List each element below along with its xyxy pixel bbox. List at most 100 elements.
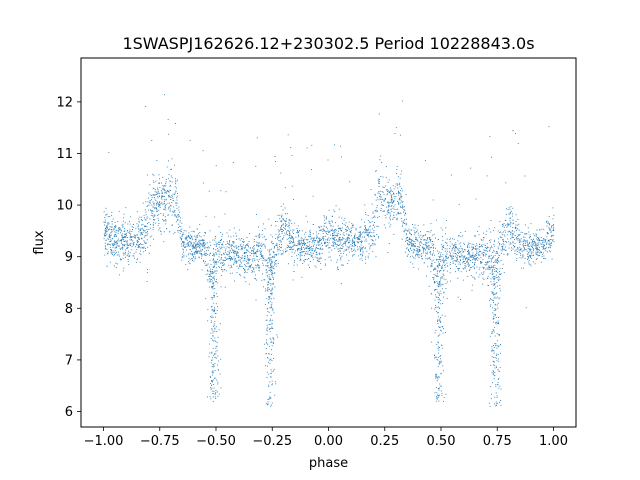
data-point (364, 204, 366, 206)
data-point (441, 326, 443, 327)
data-point (188, 262, 190, 264)
data-point (220, 262, 221, 264)
data-point (444, 315, 446, 317)
data-point (393, 212, 395, 214)
data-point (201, 254, 203, 256)
data-point (367, 234, 369, 235)
data-point (539, 246, 540, 248)
data-point (491, 332, 493, 334)
data-point (127, 258, 129, 260)
data-point (215, 262, 217, 264)
data-point (438, 292, 440, 294)
data-point (331, 234, 333, 236)
data-point (214, 261, 216, 263)
data-point (255, 264, 257, 266)
data-point (475, 245, 477, 247)
data-point (213, 282, 215, 284)
data-point (258, 258, 260, 260)
data-point (303, 251, 305, 252)
data-point (210, 264, 212, 265)
data-point (271, 271, 273, 273)
data-point (229, 250, 231, 252)
data-point (442, 365, 444, 367)
data-point (283, 235, 285, 237)
data-point (126, 237, 128, 239)
data-point (377, 179, 379, 181)
data-point (336, 235, 337, 237)
data-point (207, 246, 209, 248)
data-point (111, 223, 113, 225)
data-point (104, 235, 106, 236)
data-point (393, 208, 395, 210)
data-point (135, 235, 137, 237)
data-point (213, 379, 215, 381)
data-point (498, 387, 500, 389)
data-point (269, 276, 271, 278)
data-point (500, 249, 502, 251)
data-point (288, 220, 290, 221)
data-point (195, 240, 197, 242)
data-point (488, 268, 490, 270)
data-point (548, 126, 550, 128)
data-point (374, 216, 376, 218)
data-point (278, 253, 280, 255)
data-point (135, 237, 136, 239)
data-point (245, 245, 247, 247)
data-point (543, 246, 545, 248)
data-point (215, 243, 217, 245)
data-point (269, 328, 271, 330)
data-point (494, 261, 496, 263)
data-point (494, 264, 496, 266)
data-point (180, 237, 182, 239)
data-point (375, 170, 377, 172)
data-point (418, 249, 420, 251)
data-point (431, 262, 433, 264)
data-point (218, 246, 220, 248)
data-point (412, 255, 414, 257)
data-point (176, 216, 177, 218)
data-point (196, 243, 198, 245)
data-point (279, 246, 280, 248)
data-point (369, 229, 371, 231)
data-point (260, 256, 262, 257)
data-point (404, 213, 406, 215)
data-point (360, 253, 362, 255)
data-point (499, 278, 501, 280)
data-point (438, 284, 440, 285)
data-point (208, 286, 210, 288)
data-point (268, 277, 270, 279)
data-point (339, 237, 341, 239)
data-point (214, 308, 216, 310)
data-point (212, 255, 214, 256)
data-point (358, 231, 360, 233)
data-point (337, 259, 339, 261)
data-point (438, 307, 440, 309)
data-point (528, 249, 530, 250)
data-point (300, 259, 302, 261)
data-point (256, 255, 258, 257)
data-point (339, 248, 341, 250)
data-point (106, 230, 108, 232)
data-point (218, 369, 219, 371)
data-point (505, 231, 506, 233)
data-point (111, 214, 113, 216)
data-point (512, 248, 514, 250)
data-point (334, 211, 336, 213)
data-point (494, 267, 496, 269)
data-point (527, 241, 529, 243)
data-point (321, 248, 323, 250)
data-point (445, 257, 447, 259)
data-point (197, 242, 199, 244)
data-point (420, 234, 422, 236)
data-point (282, 223, 284, 225)
data-point (104, 235, 106, 237)
data-point (481, 239, 483, 241)
data-point (537, 244, 539, 246)
data-point (493, 283, 495, 285)
data-point (290, 242, 292, 244)
data-point (438, 347, 440, 348)
data-point (423, 248, 425, 250)
data-point (190, 241, 192, 243)
data-point (230, 236, 232, 238)
data-point (413, 245, 415, 247)
